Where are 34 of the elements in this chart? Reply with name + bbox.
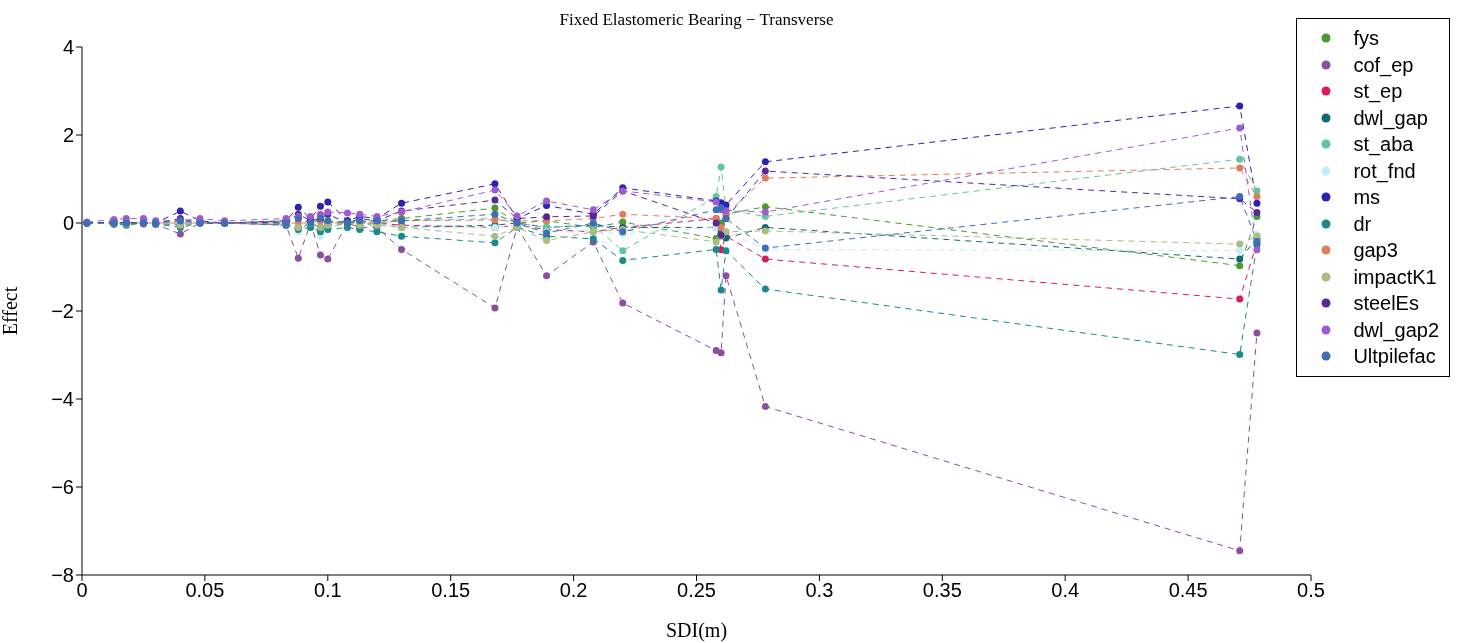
legend-label: st_ep: [1353, 79, 1403, 105]
x-tick-label: 0.05: [185, 579, 225, 602]
legend-label: st_aba: [1353, 132, 1414, 158]
x-tick-label: 0.5: [1297, 579, 1325, 602]
legend-label: Ultpilefac: [1353, 344, 1436, 369]
x-tick-label: 0.35: [922, 579, 962, 602]
x-tick-label: 0.3: [805, 579, 834, 602]
y-tick-label: 4: [62, 36, 74, 59]
y-tick-label: −8: [51, 564, 74, 587]
chart-title: Fixed Elastomeric Bearing − Transverse: [558, 10, 835, 30]
legend-label: gap3: [1353, 238, 1398, 263]
x-axis-title: SDI(m): [665, 619, 728, 642]
legend-label: rot_fnd: [1353, 158, 1416, 184]
x-tick-label: 0.1: [313, 579, 342, 602]
legend-label: dwl_gap: [1353, 105, 1428, 131]
legend-label: fys: [1353, 26, 1379, 51]
legend-label: dwl_gap2: [1353, 317, 1439, 343]
x-tick-label: 0.4: [1051, 579, 1080, 602]
x-tick-label: 0.2: [559, 579, 588, 602]
x-tick-label: 0.45: [1168, 579, 1208, 602]
y-tick-label: −6: [51, 476, 74, 499]
legend-label: cof_ep: [1353, 52, 1414, 78]
legend-label: steelEs: [1353, 291, 1419, 316]
y-tick-label: 2: [62, 124, 74, 147]
y-axis-title: Effect: [0, 286, 22, 336]
x-tick-label: 0: [76, 579, 88, 602]
y-tick-label: 0: [62, 212, 74, 235]
x-tick-label: 0.25: [677, 579, 716, 602]
legend-label: dr: [1353, 211, 1372, 237]
y-tick-label: −4: [51, 388, 74, 411]
x-tick-label: 0.15: [431, 579, 471, 602]
legend-label: ms: [1353, 185, 1381, 210]
legend-label: impactK1: [1353, 264, 1437, 290]
y-tick-label: −2: [51, 300, 74, 323]
